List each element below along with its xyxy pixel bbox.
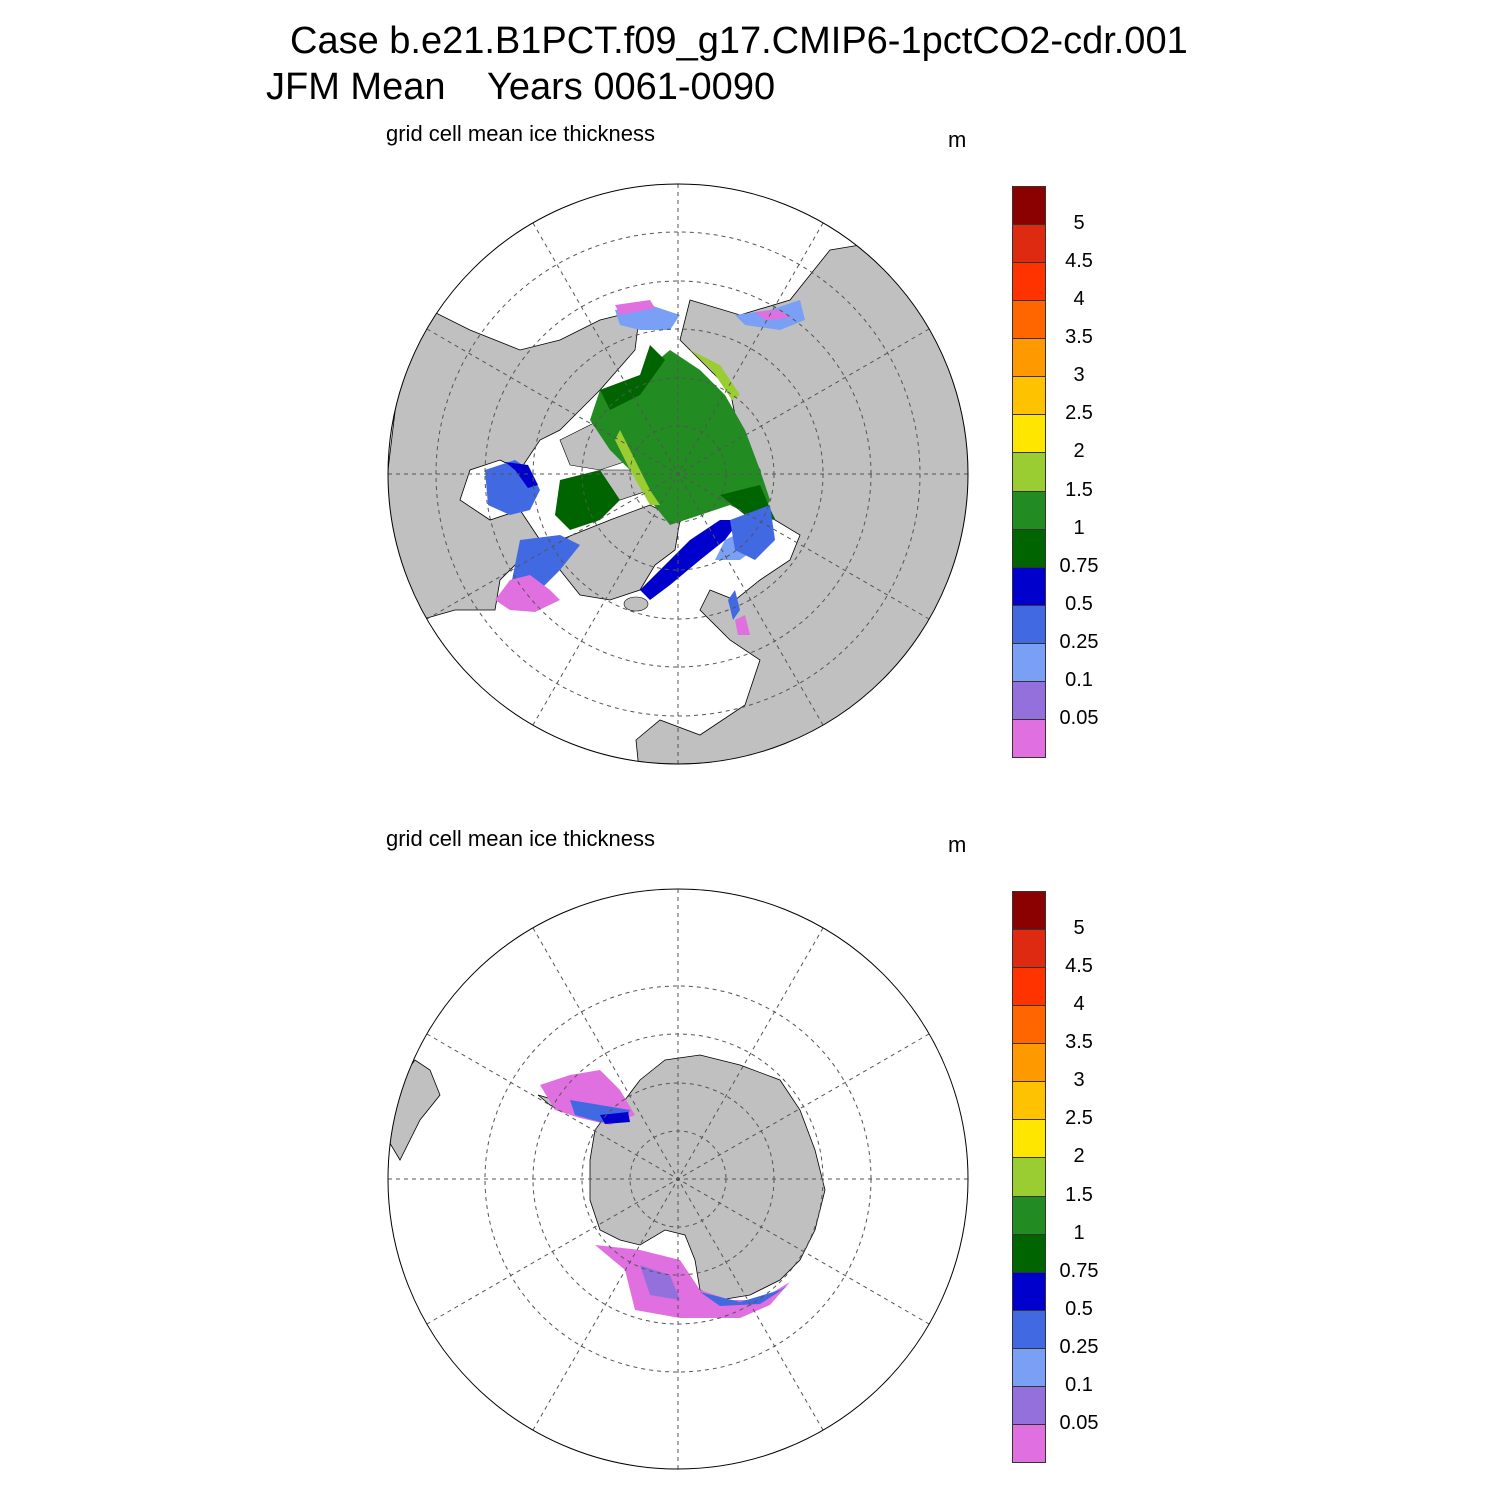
south-ice-ross-coast bbox=[700, 1286, 788, 1306]
colorbar-swatch bbox=[1012, 1309, 1046, 1349]
north-polar-map bbox=[388, 184, 968, 764]
north-ice-bering-edge bbox=[615, 300, 655, 315]
north-land-iceland bbox=[623, 596, 649, 612]
colorbar-label: 0.75 bbox=[1059, 554, 1099, 577]
south-polar-map bbox=[388, 889, 968, 1469]
colorbar-label: 4 bbox=[1073, 288, 1085, 311]
colorbar-swatch bbox=[1012, 452, 1046, 492]
colorbar-label: 0.75 bbox=[1059, 1259, 1099, 1282]
colorbar-swatch bbox=[1012, 414, 1046, 454]
colorbar-swatch bbox=[1012, 376, 1046, 416]
colorbar-swatch bbox=[1012, 186, 1046, 226]
colorbar-swatch bbox=[1012, 1157, 1046, 1197]
colorbar-label: 0.25 bbox=[1059, 1335, 1099, 1358]
colorbar-label: 0.25 bbox=[1059, 630, 1099, 653]
north-panel-units: m bbox=[948, 127, 967, 152]
north-ice-okhotsk-edge bbox=[755, 310, 790, 320]
colorbar-label: 5 bbox=[1073, 212, 1085, 235]
south-graticule bbox=[388, 889, 968, 1469]
south-panel-title: grid cell mean ice thickness bbox=[386, 826, 656, 851]
colorbar-label: 2 bbox=[1073, 440, 1085, 463]
north-colorbar bbox=[1012, 186, 1046, 758]
colorbar-swatch bbox=[1012, 680, 1046, 720]
colorbar-label: 5 bbox=[1073, 917, 1085, 940]
figure-title-line-2: JFM Mean Years 0061-0090 bbox=[266, 66, 776, 108]
colorbar-label: 4 bbox=[1073, 993, 1085, 1016]
colorbar-swatch bbox=[1012, 1423, 1046, 1463]
colorbar-label: 0.05 bbox=[1059, 1411, 1099, 1434]
colorbar-swatch bbox=[1012, 967, 1046, 1007]
colorbar-label: 0.1 bbox=[1065, 1373, 1093, 1396]
north-panel-title: grid cell mean ice thickness bbox=[386, 121, 656, 146]
colorbar-label: 0.5 bbox=[1065, 592, 1093, 615]
colorbar-swatch bbox=[1012, 224, 1046, 264]
north-map-border bbox=[387, 183, 969, 765]
colorbar-label: 2.5 bbox=[1065, 402, 1093, 425]
colorbar-label: 1.5 bbox=[1065, 1183, 1093, 1206]
north-graticule bbox=[388, 184, 968, 764]
colorbar-label: 0.05 bbox=[1059, 706, 1099, 729]
colorbar-label: 1.5 bbox=[1065, 478, 1093, 501]
colorbar-swatch bbox=[1012, 300, 1046, 340]
colorbar-label: 3.5 bbox=[1065, 1031, 1093, 1054]
south-ice-ross bbox=[595, 1245, 790, 1318]
colorbar-swatch bbox=[1012, 604, 1046, 644]
colorbar-swatch bbox=[1012, 490, 1046, 530]
colorbar-label: 3 bbox=[1073, 1069, 1085, 1092]
south-map-border bbox=[387, 888, 969, 1470]
colorbar-swatch bbox=[1012, 262, 1046, 302]
colorbar-swatch bbox=[1012, 528, 1046, 568]
colorbar-label: 2 bbox=[1073, 1145, 1085, 1168]
colorbar-swatch bbox=[1012, 891, 1046, 931]
north-land-greenland bbox=[559, 504, 681, 601]
figure-title-line-1: Case b.e21.B1PCT.f09_g17.CMIP6-1pctCO2-c… bbox=[290, 20, 1188, 62]
north-ice-hudson-bay-thick bbox=[505, 462, 538, 488]
colorbar-label: 1 bbox=[1073, 516, 1085, 539]
north-ice-east-greenland bbox=[640, 520, 740, 600]
colorbar-swatch bbox=[1012, 1005, 1046, 1045]
colorbar-label: 4.5 bbox=[1065, 250, 1093, 273]
colorbar-swatch bbox=[1012, 718, 1046, 758]
colorbar-label: 4.5 bbox=[1065, 955, 1093, 978]
south-ice-ross-inner bbox=[640, 1265, 680, 1300]
north-ice-labrador-edge bbox=[495, 575, 560, 612]
colorbar-swatch bbox=[1012, 1081, 1046, 1121]
south-panel-units: m bbox=[948, 832, 967, 857]
colorbar-label: 0.5 bbox=[1065, 1297, 1093, 1320]
colorbar-label: 1 bbox=[1073, 1221, 1085, 1244]
colorbar-swatch bbox=[1012, 1233, 1046, 1273]
north-ice-baltic-edge bbox=[735, 615, 750, 635]
colorbar-label: 3 bbox=[1073, 364, 1085, 387]
colorbar-label: 0.1 bbox=[1065, 668, 1093, 691]
colorbar-label: 3.5 bbox=[1065, 326, 1093, 349]
north-ice-thick-margin bbox=[555, 345, 775, 530]
south-colorbar bbox=[1012, 891, 1046, 1463]
colorbar-swatch bbox=[1012, 1195, 1046, 1235]
colorbar-swatch bbox=[1012, 642, 1046, 682]
colorbar-swatch bbox=[1012, 338, 1046, 378]
colorbar-swatch bbox=[1012, 1347, 1046, 1387]
colorbar-swatch bbox=[1012, 1271, 1046, 1311]
colorbar-label: 2.5 bbox=[1065, 1107, 1093, 1130]
north-ice-baltic bbox=[728, 590, 740, 620]
south-ice-weddell-thick bbox=[600, 1112, 630, 1124]
